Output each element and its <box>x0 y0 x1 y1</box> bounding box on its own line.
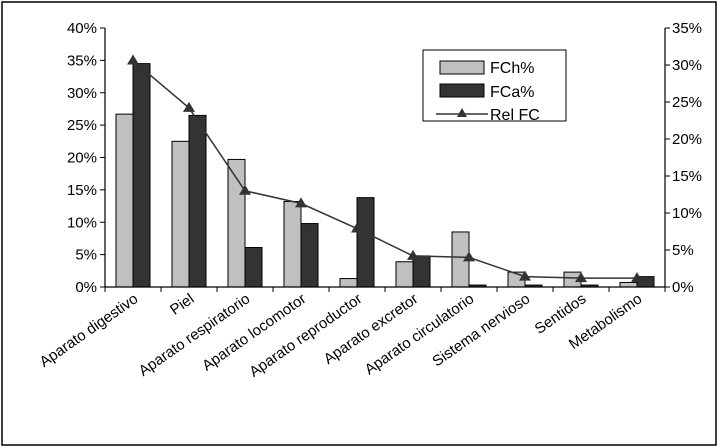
bar-fca-0 <box>132 63 151 288</box>
y-left-tick-label-8: 40% <box>67 20 97 37</box>
y-left-tick-label-5: 25% <box>67 117 97 134</box>
bar-fca-5 <box>412 255 431 288</box>
bar-fch-9 <box>619 281 638 288</box>
y-right-tick-label-3: 15% <box>672 168 702 185</box>
y-left-tick-label-6: 30% <box>67 85 97 102</box>
y-left-tick-label-7: 35% <box>67 52 97 69</box>
bar-fch-4 <box>339 278 358 288</box>
bar-fch-3 <box>283 201 302 288</box>
rel-fc-point-5 <box>407 249 419 260</box>
y-right-tick-label-7: 35% <box>672 20 702 37</box>
bar-fca-3 <box>300 223 319 288</box>
y-right-tick-label-2: 10% <box>672 205 702 222</box>
bars <box>115 63 655 288</box>
legend-label-fca: FCa% <box>490 84 534 101</box>
rel-fc-point-6 <box>463 251 475 262</box>
legend-label-fch: FCh% <box>490 60 534 77</box>
rel-fc-point-9 <box>631 272 643 283</box>
rel-fc-point-2 <box>239 184 251 195</box>
legend-label-relfc: Rel FC <box>490 107 540 124</box>
rel-fc-point-3 <box>295 197 307 208</box>
rel-fc-line-layer <box>127 54 643 283</box>
bar-fca-4 <box>356 197 375 288</box>
legend-marker-relfc-icon <box>457 108 467 117</box>
y-right-tick-label-4: 20% <box>672 131 702 148</box>
y-right-tick-label-1: 5% <box>672 242 694 259</box>
bar-fch-0 <box>115 113 134 288</box>
y-left-tick-label-4: 20% <box>67 150 97 167</box>
bar-fca-1 <box>188 114 207 288</box>
rel-fc-point-7 <box>519 270 531 281</box>
legend-swatch-fca <box>439 83 485 98</box>
y-left-tick-label-2: 10% <box>67 214 97 231</box>
axes: 0% 5% 10% 15% 20% 25% 30% 35% 40% 0% 5% 10% 15% 20% 25… <box>67 20 702 296</box>
rel-fc-point-8 <box>575 272 587 283</box>
legend: FCh% FCa% Rel FC <box>422 49 567 124</box>
bar-fch-5 <box>395 261 414 288</box>
rel-fc-point-4 <box>351 222 363 233</box>
y-left-tick-label-1: 5% <box>75 247 97 264</box>
bar-fch-1 <box>171 140 190 288</box>
rel-fc-point-0 <box>127 54 139 65</box>
y-right-tick-label-0: 0% <box>672 279 694 296</box>
rel-fc-line <box>132 59 637 279</box>
rel-fc-point-1 <box>183 101 195 112</box>
y-right-tick-label-5: 25% <box>672 94 702 111</box>
bar-fca-2 <box>244 247 263 288</box>
y-left-tick-label-0: 0% <box>75 279 97 296</box>
legend-swatch-fch <box>439 60 485 75</box>
y-left-tick-label-3: 15% <box>67 182 97 199</box>
y-right-tick-label-6: 30% <box>672 57 702 74</box>
